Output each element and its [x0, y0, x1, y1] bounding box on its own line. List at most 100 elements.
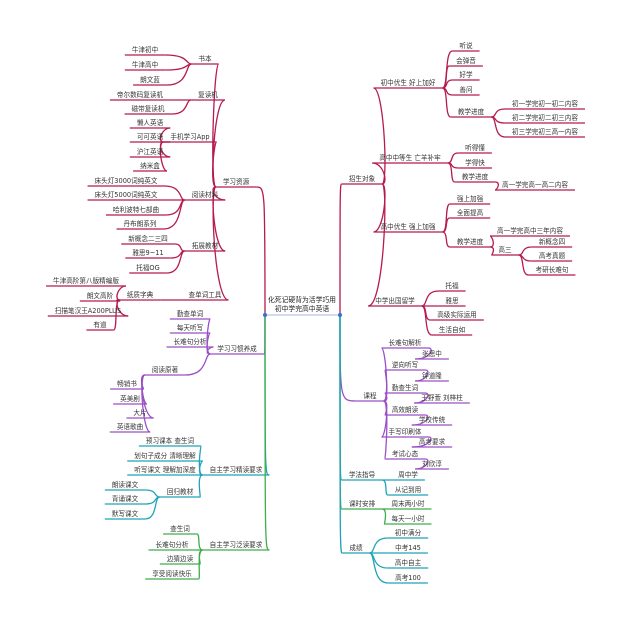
- topic-r21[interactable]: 长难句解析: [389, 338, 422, 347]
- topic-l3[interactable]: 自主学习精读要求: [210, 465, 263, 474]
- topic-r231[interactable]: 王野萱 刘梓柱: [421, 393, 463, 402]
- topic-l342[interactable]: 背诵课文: [112, 494, 139, 503]
- topic-l1a1[interactable]: 牛津初中: [132, 45, 158, 54]
- topic-l44[interactable]: 享受阅读快乐: [152, 569, 192, 578]
- topic-r41[interactable]: 周末两小时: [392, 499, 425, 508]
- topic-r1c323[interactable]: 考研长难句: [536, 265, 569, 274]
- topic-r251[interactable]: 高考要求: [419, 437, 446, 446]
- topic-r1c3[interactable]: 教学进度: [457, 237, 484, 246]
- topic-l1e1[interactable]: 新概念二三四: [128, 234, 168, 243]
- topic-r1a5[interactable]: 教学进度: [458, 107, 485, 116]
- topic-l1f[interactable]: 查单词工具: [189, 290, 222, 299]
- topic-l244[interactable]: 英语歌曲: [117, 422, 143, 431]
- topic-r1d3[interactable]: 高级实际运用: [437, 310, 477, 319]
- topic-l1c[interactable]: 手机学习App: [170, 132, 209, 141]
- topic-r24[interactable]: 高效朗读: [392, 405, 419, 414]
- topic-r1d1[interactable]: 托福: [445, 281, 459, 290]
- topic-r1a52[interactable]: 初二学完初二初三内容: [512, 113, 578, 122]
- topic-r25[interactable]: 手写印刷体: [389, 427, 422, 436]
- topic-l32[interactable]: 划句子成分 清晰理解: [134, 451, 196, 460]
- topic-l22[interactable]: 每天听写: [177, 323, 204, 332]
- topic-l1b2[interactable]: 磁带复读机: [132, 104, 165, 113]
- topic-r31[interactable]: 周中学: [398, 470, 418, 479]
- topic-r3[interactable]: 学法指导: [349, 470, 376, 479]
- topic-r1d[interactable]: 中学出国留学: [375, 296, 415, 305]
- topic-l24[interactable]: 阅读原著: [152, 365, 179, 374]
- topic-l34[interactable]: 回归教材: [167, 487, 194, 496]
- topic-l1c3[interactable]: 沪江英语: [137, 147, 164, 156]
- topic-l1c2[interactable]: 可可英语: [137, 132, 164, 141]
- topic-r1a4[interactable]: 善问: [459, 85, 472, 94]
- topic-r52[interactable]: 中考145: [395, 543, 421, 552]
- topic-r23[interactable]: 勤查生词: [392, 383, 419, 392]
- topic-l1d2[interactable]: 床头灯5000词纯英文: [95, 190, 158, 199]
- topic-l1d[interactable]: 阅读材料: [192, 190, 219, 199]
- topic-r1a[interactable]: 初中优生 好上加好: [381, 78, 436, 87]
- topic-l1f12[interactable]: 朗文高阶: [87, 291, 114, 300]
- topic-l1d3[interactable]: 哈利波特七部曲: [113, 205, 159, 214]
- central-topic-line1[interactable]: 化死记硬背为活学巧用: [268, 295, 336, 304]
- topic-l2[interactable]: 学习习惯养成: [217, 344, 257, 353]
- topic-l1e[interactable]: 拓展教材: [192, 241, 219, 250]
- topic-l1f14[interactable]: 有道: [93, 320, 107, 329]
- topic-l241[interactable]: 畅销书: [117, 379, 137, 388]
- topic-r4[interactable]: 课时安排: [349, 499, 376, 508]
- topic-l1a[interactable]: 书本: [198, 54, 212, 63]
- central-topic-line2[interactable]: 初中学完高中英语: [275, 304, 330, 313]
- topic-r5[interactable]: 成绩: [349, 543, 363, 552]
- topic-r1b1[interactable]: 听得懂: [465, 143, 485, 152]
- topic-r1[interactable]: 招生对象: [349, 174, 376, 183]
- topic-l1a2[interactable]: 牛津高中: [132, 60, 158, 69]
- topic-r1d4[interactable]: 生活自如: [439, 325, 466, 334]
- topic-l1e2[interactable]: 雅思9~11: [132, 248, 163, 257]
- topic-r53[interactable]: 高中自主: [395, 558, 422, 567]
- topic-r221[interactable]: 钟道隆: [422, 371, 442, 380]
- topic-l1d1[interactable]: 床头灯3000词纯英文: [95, 176, 158, 185]
- topic-l1b[interactable]: 复读机: [198, 90, 218, 99]
- topic-l23[interactable]: 长难句分析: [174, 337, 207, 346]
- topic-r1a2[interactable]: 会弹音: [456, 56, 476, 65]
- topic-r1d2[interactable]: 雅思: [445, 296, 459, 305]
- topic-l1[interactable]: 学习资源: [223, 177, 250, 186]
- topic-r1a1[interactable]: 听说: [459, 41, 473, 50]
- topic-l4[interactable]: 自主学习泛读要求: [210, 540, 263, 549]
- topic-r42[interactable]: 每天一小时: [392, 514, 425, 523]
- topic-l42[interactable]: 长难句分析: [156, 540, 189, 549]
- topic-r1a51[interactable]: 初一学完初一初二内容: [512, 99, 578, 108]
- topic-r261[interactable]: 刘欣淳: [422, 459, 442, 468]
- topic-l1f13[interactable]: 扫描笔汉王A200PLUS: [55, 306, 121, 315]
- topic-l1a3[interactable]: 朗文蓝: [140, 75, 160, 84]
- topic-r1c32[interactable]: 高三: [498, 245, 512, 254]
- topic-l31[interactable]: 预习课本 查生词: [146, 436, 195, 445]
- topic-r51[interactable]: 初中满分: [395, 528, 422, 537]
- topic-l1b1[interactable]: 帝尔数码复读机: [117, 90, 164, 99]
- topic-l1f11[interactable]: 牛津高阶第八版精编版: [53, 276, 119, 285]
- topic-r241[interactable]: 学校传统: [419, 415, 446, 424]
- topic-l243[interactable]: 大片: [133, 408, 146, 417]
- topic-l1c4[interactable]: 纳米盒: [140, 161, 160, 170]
- topic-r26[interactable]: 考试心态: [392, 449, 419, 458]
- topic-r1c321[interactable]: 新概念四: [539, 237, 565, 246]
- topic-r2[interactable]: 课程: [363, 391, 377, 400]
- topic-l1e3[interactable]: 托福OG: [136, 263, 160, 272]
- topic-l1c1[interactable]: 懒人英语: [137, 118, 164, 127]
- topic-r22[interactable]: 逆向听写: [392, 360, 419, 369]
- topic-l21[interactable]: 勤查单词: [177, 309, 204, 318]
- topic-r54[interactable]: 高考100: [395, 573, 421, 582]
- topic-r1a3[interactable]: 好学: [459, 70, 473, 79]
- topic-r1b3[interactable]: 教学进度: [462, 172, 489, 181]
- topic-l43[interactable]: 边猜边读: [167, 554, 194, 563]
- topic-r1c322[interactable]: 高考真题: [539, 251, 566, 260]
- topic-r1a53[interactable]: 初三学完初三高一内容: [512, 127, 578, 136]
- topic-l1d4[interactable]: 丹布朗系列: [124, 219, 157, 228]
- topic-r1c31[interactable]: 高一学完高中三年内容: [497, 226, 563, 235]
- topic-r1b31[interactable]: 高一学完高一高二内容: [502, 180, 568, 189]
- topic-l41[interactable]: 查生词: [170, 524, 190, 533]
- topic-r32[interactable]: 从记到用: [395, 486, 421, 494]
- topic-r1c2[interactable]: 全面提高: [457, 208, 484, 217]
- topic-l341[interactable]: 朗读课文: [112, 480, 139, 489]
- topic-l1f1[interactable]: 纸质字典: [127, 290, 154, 299]
- topic-l242[interactable]: 英美剧: [120, 394, 140, 403]
- topic-r1b[interactable]: 高中中等生 亡羊补牢: [379, 153, 441, 162]
- topic-r1c1[interactable]: 强上加强: [457, 194, 484, 203]
